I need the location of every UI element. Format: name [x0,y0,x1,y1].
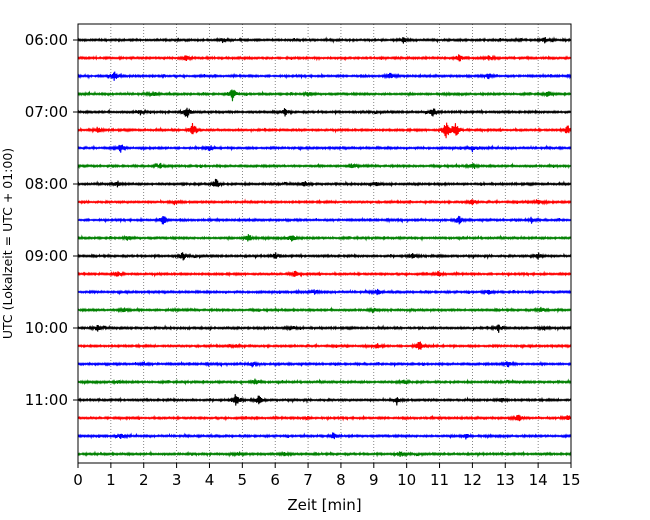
trace-0845 [77,234,572,242]
x-tick-label: 11 [430,471,449,489]
y-tick-label: 08:00 [25,175,68,193]
x-tick-label: 7 [303,471,313,489]
trace-0800 [77,178,572,188]
trace-group [77,36,572,458]
trace-1030 [77,360,572,368]
x-tick-label: 0 [73,471,83,489]
trace-1045 [77,378,572,386]
trace-0745 [77,162,572,170]
trace-0900 [77,252,572,261]
x-tick-label: 12 [463,471,482,489]
trace-0915 [77,270,572,278]
trace-0830 [77,215,572,225]
trace-1015 [77,341,572,350]
y-tick-label: 06:00 [25,31,68,49]
trace-1145 [77,450,572,458]
y-tick-label: 09:00 [25,247,68,265]
trace-0815 [77,198,572,206]
x-tick-label: 1 [106,471,116,489]
trace-0600 [77,36,572,44]
trace-0645 [77,89,572,102]
x-axis-ticks: 0 1 2 3 4 5 6 7 8 9 10 11 12 13 14 15 [73,463,581,489]
x-tick-label: 10 [397,471,416,489]
plot-frame [77,23,572,464]
trace-1130 [77,432,572,440]
trace-1000 [77,324,572,333]
y-axis-ticks: 06:00 07:00 08:00 09:00 10:00 11:00 [25,31,78,409]
trace-0730 [77,144,572,153]
x-tick-label: 4 [205,471,215,489]
x-tick-label: 5 [238,471,248,489]
trace-1100 [77,394,572,406]
trace-0715 [77,122,572,139]
x-tick-label: 8 [336,471,346,489]
x-tick-label: 13 [496,471,515,489]
y-tick-label: 11:00 [25,391,68,409]
y-axis-label: UTC (Lokalzeit = UTC + 01:00) [0,148,15,339]
x-tick-label: 2 [139,471,149,489]
trace-0700 [77,107,572,118]
y-tick-label: 07:00 [25,103,68,121]
trace-0630 [77,71,572,81]
trace-1115 [77,414,572,422]
x-tick-label: 14 [529,471,548,489]
trace-0615 [77,54,572,62]
x-tick-label: 6 [270,471,280,489]
x-axis-label: Zeit [min] [287,496,361,514]
x-tick-label: 15 [561,471,580,489]
grid-lines [110,24,539,463]
trace-0945 [77,306,572,314]
y-tick-label: 10:00 [25,319,68,337]
x-tick-label: 9 [369,471,379,489]
trace-0930 [77,288,572,296]
x-tick-label: 3 [172,471,182,489]
